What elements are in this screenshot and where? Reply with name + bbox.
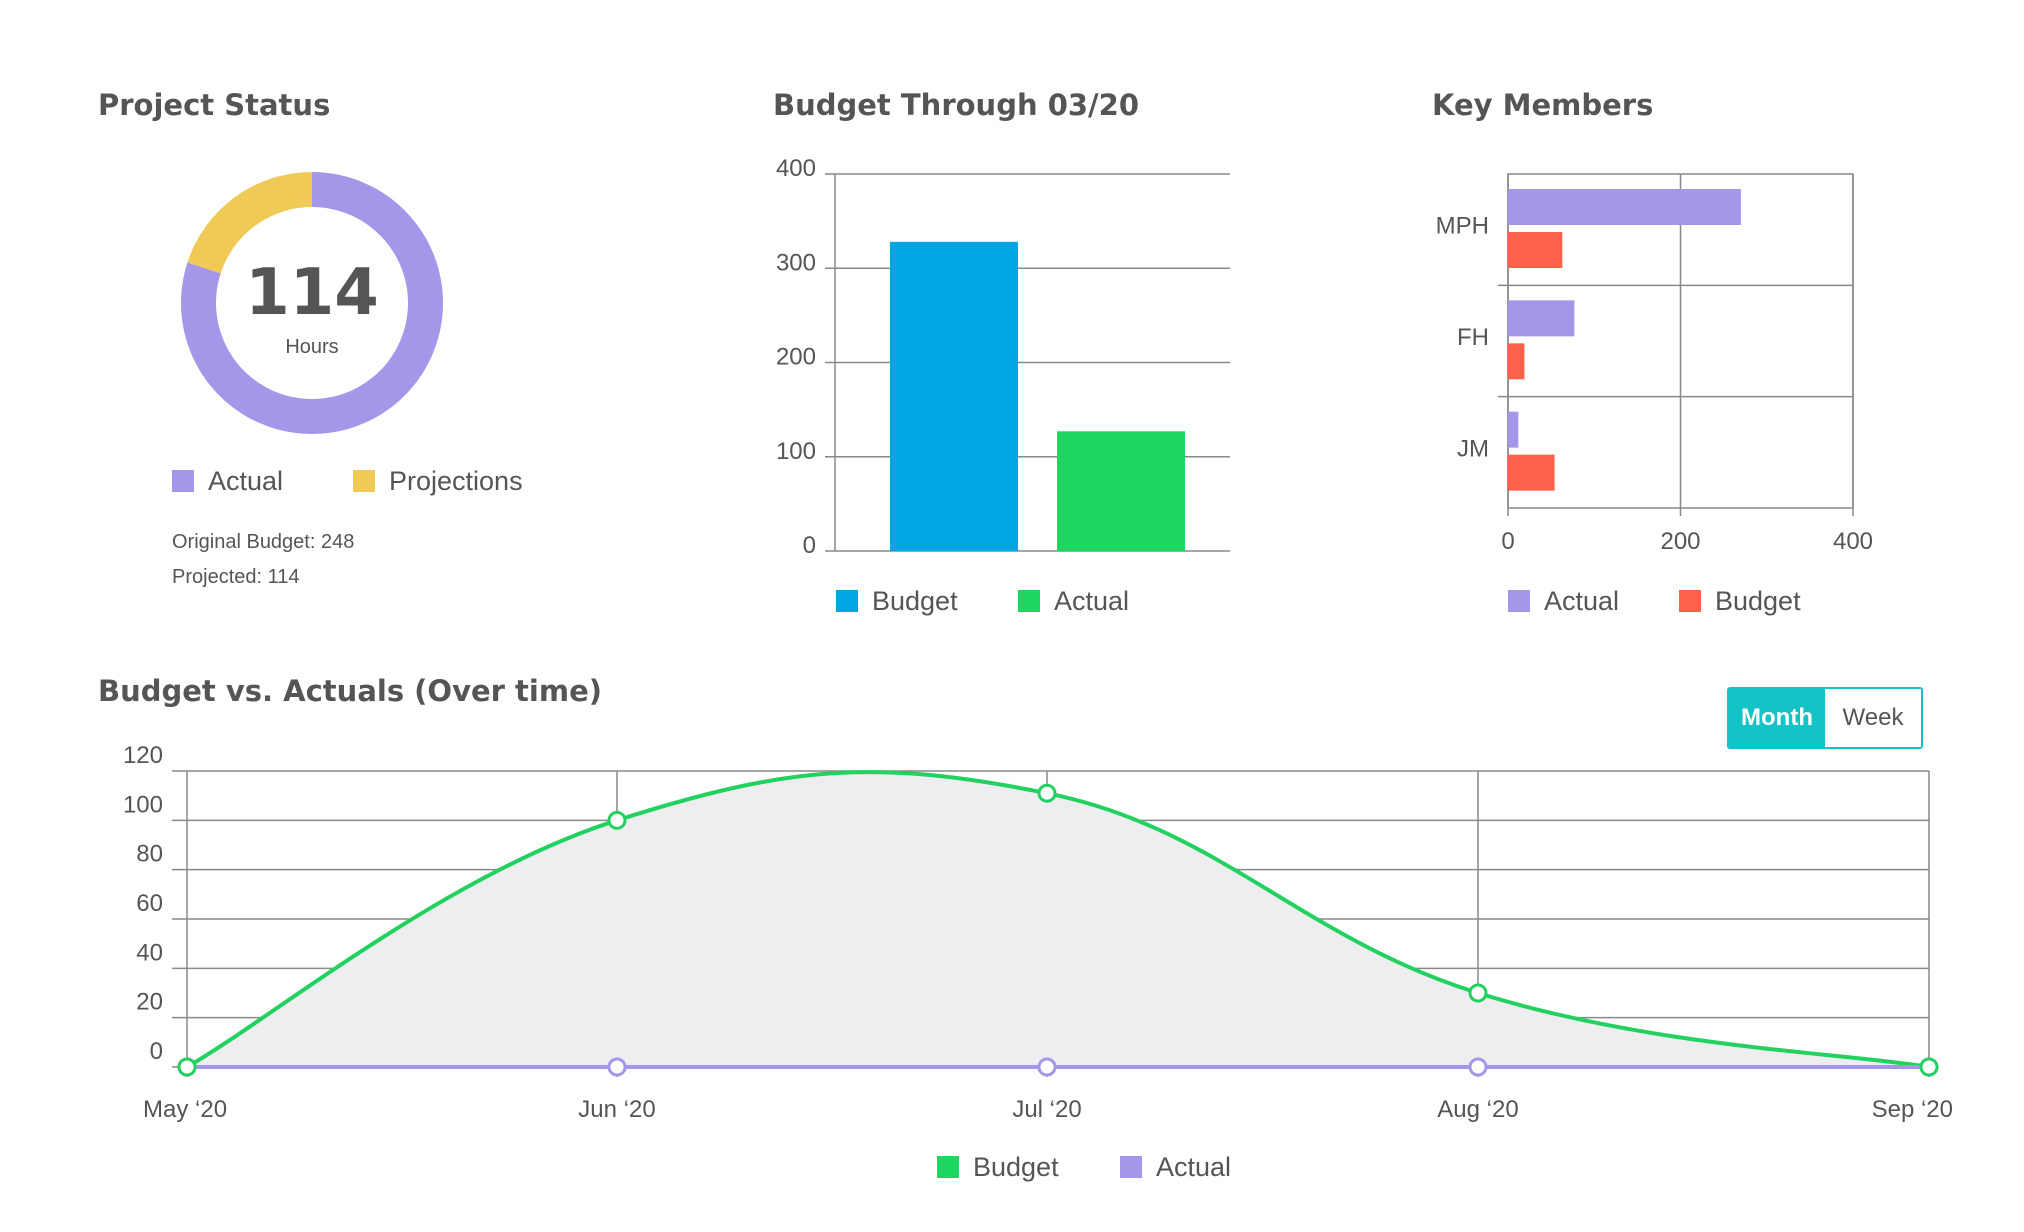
actual-point: [1037, 1057, 1057, 1077]
budget-y-tick: 0: [803, 532, 816, 559]
member-bar-budget: [1508, 232, 1563, 268]
donut-center-value: 114: [245, 256, 379, 330]
timeline-y-tick: 20: [136, 989, 163, 1016]
week-toggle-button[interactable]: Week: [1825, 689, 1921, 747]
timeline-x-tick: Jun ‘20: [578, 1096, 655, 1123]
budget-y-tick: 300: [776, 249, 816, 276]
timeline-y-tick: 100: [123, 791, 163, 818]
timeline-x-tick: May ‘20: [143, 1096, 227, 1123]
timeline-y-tick: 80: [136, 841, 163, 868]
timeline-y-tick: 60: [136, 890, 163, 917]
legend-label-budget: Budget: [1715, 586, 1801, 616]
actual-point: [607, 1057, 627, 1077]
legend-swatch-budget: [836, 590, 858, 612]
legend-label-budget: Budget: [872, 586, 958, 616]
timeline-x-tick: Aug ‘20: [1437, 1096, 1518, 1123]
member-bar-actual: [1508, 411, 1519, 448]
legend-swatch-actual: [172, 470, 194, 492]
budget-point: [1919, 1057, 1939, 1077]
period-toggle: Month Week: [1727, 687, 1923, 749]
original-budget-note: Original Budget: 248: [172, 531, 355, 553]
budget-y-tick: 200: [776, 344, 816, 371]
legend-swatch-actual: [1508, 590, 1530, 612]
timeline-x-tick: Jul ‘20: [1012, 1096, 1081, 1123]
key-members-title: Key Members: [1432, 88, 1654, 122]
legend-label-actual: Actual: [1054, 586, 1129, 616]
legend-swatch-budget: [1679, 590, 1701, 612]
projected-note: Projected: 114: [172, 566, 300, 588]
members-x-tick: 0: [1501, 528, 1514, 555]
legend-swatch-budget: [937, 1156, 959, 1178]
timeline-y-tick: 120: [123, 742, 163, 769]
budget-point: [177, 1057, 197, 1077]
members-y-tick: JM: [1457, 435, 1489, 462]
donut-slice-projections: [187, 172, 312, 274]
legend-label-actual: Actual: [208, 466, 283, 496]
timeline-y-tick: 0: [150, 1038, 163, 1065]
member-bar-actual: [1508, 189, 1741, 225]
legend-label-actual: Actual: [1156, 1152, 1231, 1182]
legend-label-projections: Projections: [389, 466, 523, 496]
donut-center-unit: Hours: [285, 336, 338, 358]
budget-point: [1468, 983, 1488, 1003]
member-bar-budget: [1508, 454, 1555, 491]
timeline-x-tick: Sep ‘20: [1872, 1096, 1953, 1123]
month-toggle-button[interactable]: Month: [1729, 689, 1825, 747]
project-status-title: Project Status: [98, 88, 331, 122]
members-y-tick: MPH: [1436, 213, 1489, 240]
legend-swatch-projections: [353, 470, 375, 492]
budget-area-fill: [187, 772, 1929, 1067]
members-x-tick: 200: [1660, 528, 1700, 555]
budget-bar-actual: [1057, 431, 1185, 551]
budget-point: [1037, 783, 1057, 803]
budget-point: [607, 810, 627, 830]
budget-bar-budget: [890, 241, 1018, 552]
timeline-y-tick: 40: [136, 939, 163, 966]
member-bar-actual: [1508, 300, 1575, 337]
actual-point: [1468, 1057, 1488, 1077]
legend-label-actual: Actual: [1544, 586, 1619, 616]
members-x-tick: 400: [1833, 528, 1873, 555]
legend-label-budget: Budget: [973, 1152, 1059, 1182]
budget-y-tick: 400: [776, 155, 816, 182]
budget-through-title: Budget Through 03/20: [773, 88, 1139, 122]
legend-swatch-actual: [1018, 590, 1040, 612]
budget-y-tick: 100: [776, 438, 816, 465]
member-bar-budget: [1508, 343, 1525, 380]
members-y-tick: FH: [1457, 324, 1489, 351]
budget-vs-actuals-title: Budget vs. Actuals (Over time): [98, 674, 603, 708]
legend-swatch-actual: [1120, 1156, 1142, 1178]
